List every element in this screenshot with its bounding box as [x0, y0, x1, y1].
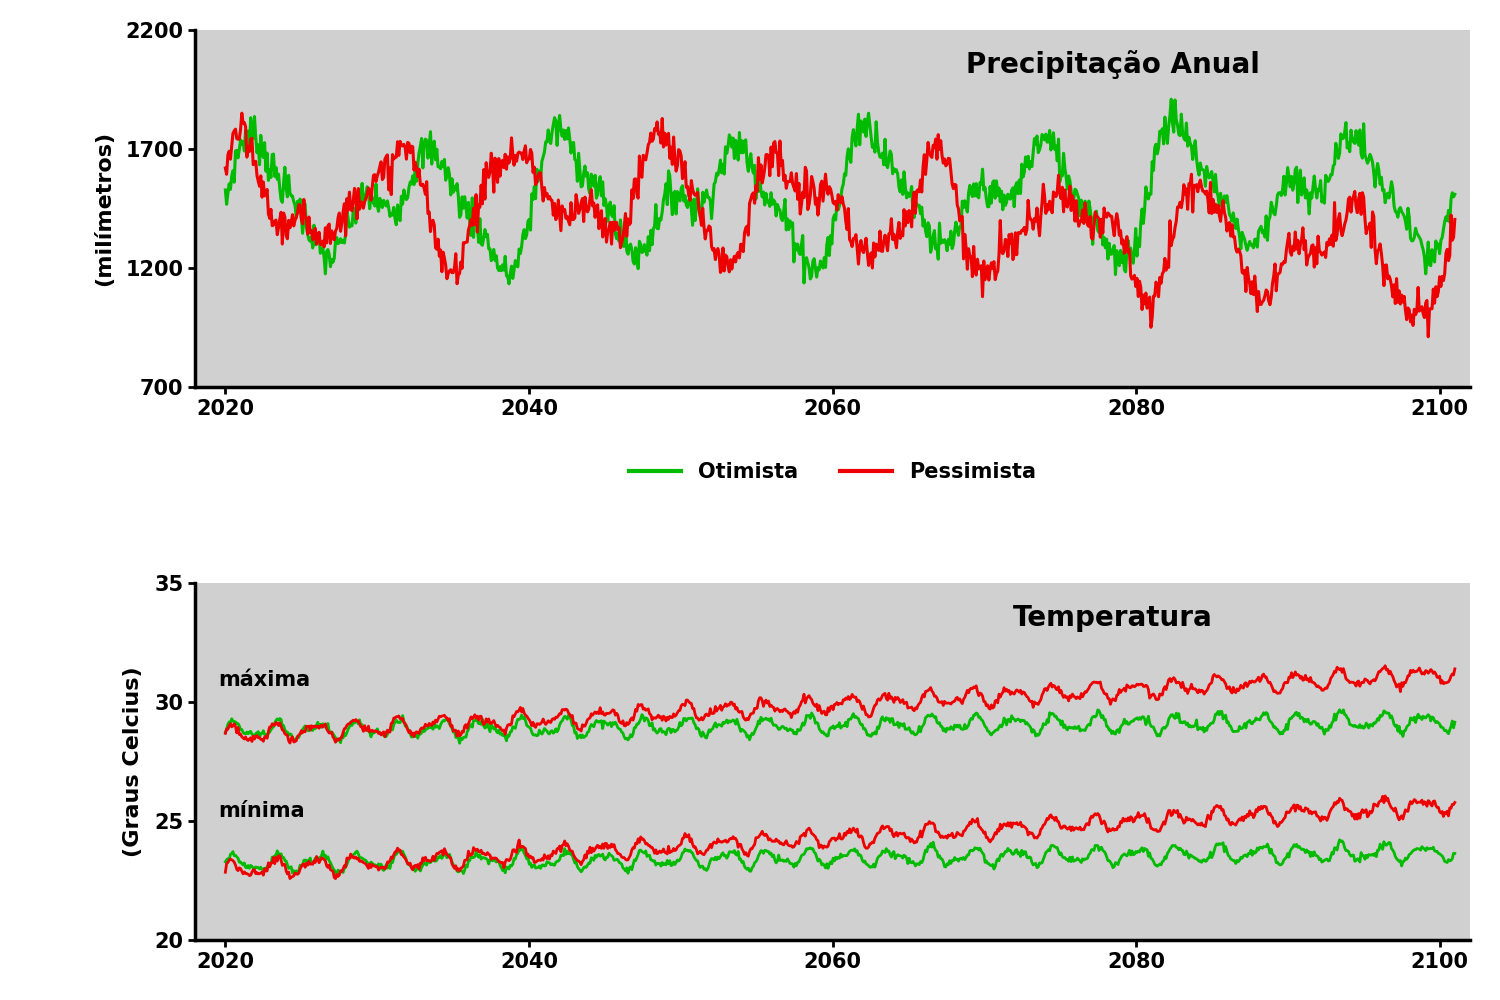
- Y-axis label: (Graus Celcius): (Graus Celcius): [123, 666, 142, 857]
- Title: Precipitação Anual: Precipitação Anual: [966, 50, 1260, 79]
- Y-axis label: (milímetros): (milímetros): [94, 131, 114, 286]
- Legend: Otimista, Pessimista: Otimista, Pessimista: [621, 454, 1044, 491]
- Text: mínima: mínima: [217, 801, 304, 821]
- Title: Temperatura: Temperatura: [1013, 604, 1214, 632]
- Text: máxima: máxima: [217, 670, 310, 690]
